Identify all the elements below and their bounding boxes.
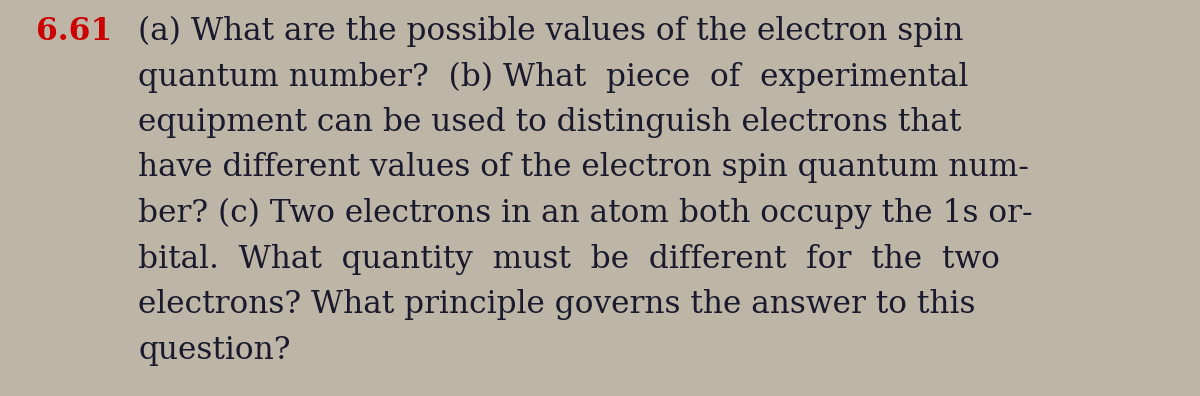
Text: equipment can be used to distinguish electrons that: equipment can be used to distinguish ele… <box>138 107 961 138</box>
Text: have different values of the electron spin quantum num-: have different values of the electron sp… <box>138 152 1028 183</box>
Text: 6.61: 6.61 <box>36 16 113 47</box>
Text: question?: question? <box>138 335 290 366</box>
Text: electrons? What principle governs the answer to this: electrons? What principle governs the an… <box>138 289 976 320</box>
Text: (a) What are the possible values of the electron spin: (a) What are the possible values of the … <box>138 16 964 47</box>
Text: quantum number?  (b) What  piece  of  experimental: quantum number? (b) What piece of experi… <box>138 61 968 93</box>
Text: bital.  What  quantity  must  be  different  for  the  two: bital. What quantity must be different f… <box>138 244 1000 274</box>
Text: ber? (c) Two electrons in an atom both occupy the 1s or-: ber? (c) Two electrons in an atom both o… <box>138 198 1033 229</box>
